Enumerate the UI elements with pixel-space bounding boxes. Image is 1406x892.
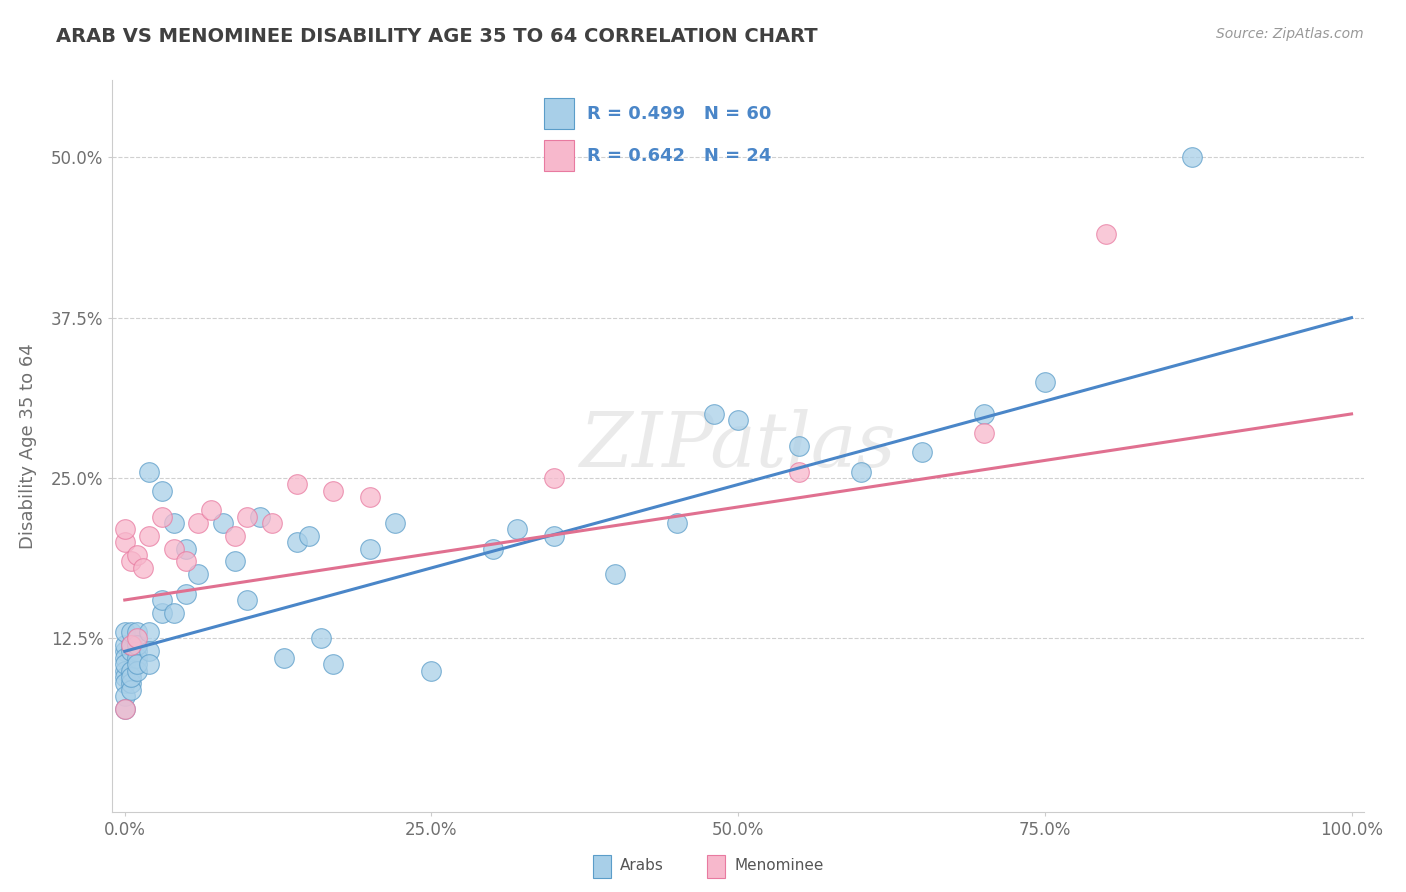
- Point: [120, 664, 142, 678]
- Point: [125, 632, 148, 646]
- Point: [543, 529, 565, 543]
- Point: [138, 529, 160, 543]
- Point: [125, 638, 148, 652]
- Point: [120, 676, 142, 690]
- Point: [163, 606, 186, 620]
- FancyBboxPatch shape: [593, 855, 610, 878]
- Point: [481, 541, 503, 556]
- Point: [359, 541, 381, 556]
- Text: Arabs: Arabs: [620, 858, 664, 872]
- Point: [236, 509, 259, 524]
- Point: [114, 690, 136, 704]
- Point: [114, 650, 136, 665]
- Point: [973, 426, 995, 441]
- Point: [150, 509, 173, 524]
- Point: [273, 650, 295, 665]
- Point: [114, 625, 136, 640]
- Point: [120, 670, 142, 684]
- Point: [120, 682, 142, 697]
- Text: ARAB VS MENOMINEE DISABILITY AGE 35 TO 64 CORRELATION CHART: ARAB VS MENOMINEE DISABILITY AGE 35 TO 6…: [56, 27, 818, 45]
- Point: [322, 657, 344, 672]
- Point: [260, 516, 283, 530]
- Point: [132, 561, 155, 575]
- Point: [120, 625, 142, 640]
- FancyBboxPatch shape: [544, 98, 575, 129]
- Point: [665, 516, 688, 530]
- Point: [236, 593, 259, 607]
- Text: R = 0.642   N = 24: R = 0.642 N = 24: [586, 147, 772, 165]
- Point: [249, 509, 271, 524]
- Point: [114, 664, 136, 678]
- Point: [114, 638, 136, 652]
- Point: [125, 657, 148, 672]
- Point: [125, 548, 148, 562]
- Point: [359, 491, 381, 505]
- Point: [125, 664, 148, 678]
- Point: [150, 483, 173, 498]
- Point: [322, 483, 344, 498]
- Point: [384, 516, 406, 530]
- Point: [174, 541, 197, 556]
- Point: [506, 523, 529, 537]
- Point: [120, 644, 142, 658]
- FancyBboxPatch shape: [707, 855, 725, 878]
- Point: [114, 702, 136, 716]
- Y-axis label: Disability Age 35 to 64: Disability Age 35 to 64: [18, 343, 37, 549]
- Point: [543, 471, 565, 485]
- Point: [973, 407, 995, 421]
- Point: [114, 644, 136, 658]
- Point: [174, 554, 197, 568]
- Point: [114, 535, 136, 549]
- Point: [224, 554, 246, 568]
- Text: ZIPatlas: ZIPatlas: [579, 409, 897, 483]
- Point: [911, 445, 934, 459]
- Point: [120, 554, 142, 568]
- Point: [420, 664, 443, 678]
- Text: R = 0.499   N = 60: R = 0.499 N = 60: [586, 105, 772, 123]
- Point: [114, 657, 136, 672]
- Point: [163, 516, 186, 530]
- Point: [138, 644, 160, 658]
- Point: [125, 625, 148, 640]
- Point: [150, 593, 173, 607]
- Point: [789, 439, 811, 453]
- Point: [605, 567, 627, 582]
- Point: [1095, 227, 1118, 242]
- Point: [1181, 150, 1204, 164]
- Point: [138, 465, 160, 479]
- Point: [727, 413, 749, 427]
- Point: [114, 702, 136, 716]
- Point: [200, 503, 222, 517]
- Point: [120, 638, 142, 652]
- Point: [120, 638, 142, 652]
- Point: [114, 670, 136, 684]
- Point: [138, 657, 160, 672]
- Point: [285, 477, 308, 491]
- Point: [163, 541, 186, 556]
- Point: [138, 625, 160, 640]
- Point: [212, 516, 235, 530]
- Point: [1033, 375, 1056, 389]
- Point: [187, 567, 209, 582]
- Point: [789, 465, 811, 479]
- Point: [187, 516, 209, 530]
- Point: [125, 644, 148, 658]
- Point: [174, 586, 197, 600]
- Point: [298, 529, 321, 543]
- FancyBboxPatch shape: [544, 140, 575, 171]
- Point: [125, 650, 148, 665]
- Point: [150, 606, 173, 620]
- Point: [703, 407, 725, 421]
- Point: [849, 465, 872, 479]
- Point: [285, 535, 308, 549]
- Point: [309, 632, 332, 646]
- Point: [114, 676, 136, 690]
- Text: Source: ZipAtlas.com: Source: ZipAtlas.com: [1216, 27, 1364, 41]
- Text: Menominee: Menominee: [734, 858, 824, 872]
- Point: [224, 529, 246, 543]
- Point: [114, 523, 136, 537]
